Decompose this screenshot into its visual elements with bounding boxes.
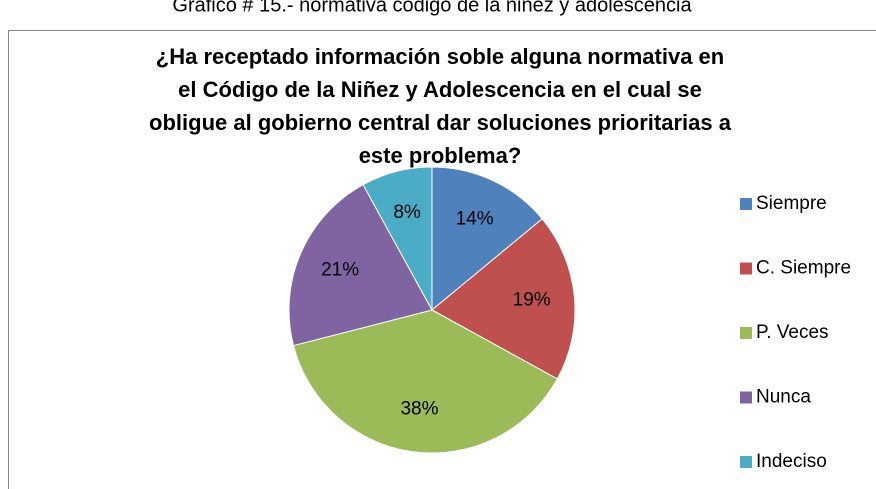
legend-swatch bbox=[740, 391, 752, 404]
legend-swatch bbox=[740, 456, 752, 468]
legend-label: Nunca bbox=[756, 387, 811, 408]
legend-label: P. Veces bbox=[756, 322, 829, 343]
legend-label: C. Siempre bbox=[756, 258, 851, 279]
data-label: 19% bbox=[513, 290, 551, 311]
chart-frame bbox=[8, 30, 876, 489]
chart-title: este problema? bbox=[359, 143, 522, 168]
data-label: 8% bbox=[393, 202, 421, 223]
data-label: 14% bbox=[456, 208, 494, 229]
legend-swatch bbox=[740, 327, 752, 339]
legend-swatch bbox=[740, 198, 752, 210]
pie-slice bbox=[431, 218, 576, 380]
pie-slice bbox=[292, 309, 558, 454]
pie-slice bbox=[362, 166, 433, 311]
legend-label: Indeciso bbox=[756, 451, 827, 472]
caption: Gráfico # 15.- normativa código de la ni… bbox=[172, 0, 692, 16]
chart-title: el Código de la Niñez y Adolescencia en … bbox=[178, 77, 702, 102]
chart-title: obligue al gobierno central dar solucion… bbox=[149, 110, 732, 135]
legend-label: Siempre bbox=[756, 193, 827, 214]
data-label: 21% bbox=[321, 259, 359, 280]
chart-title: ¿Ha receptado información soble alguna n… bbox=[156, 44, 724, 69]
data-label: 38% bbox=[400, 398, 438, 419]
legend-swatch bbox=[740, 262, 752, 275]
pie-slice bbox=[288, 184, 433, 347]
pie-slice bbox=[431, 166, 543, 312]
